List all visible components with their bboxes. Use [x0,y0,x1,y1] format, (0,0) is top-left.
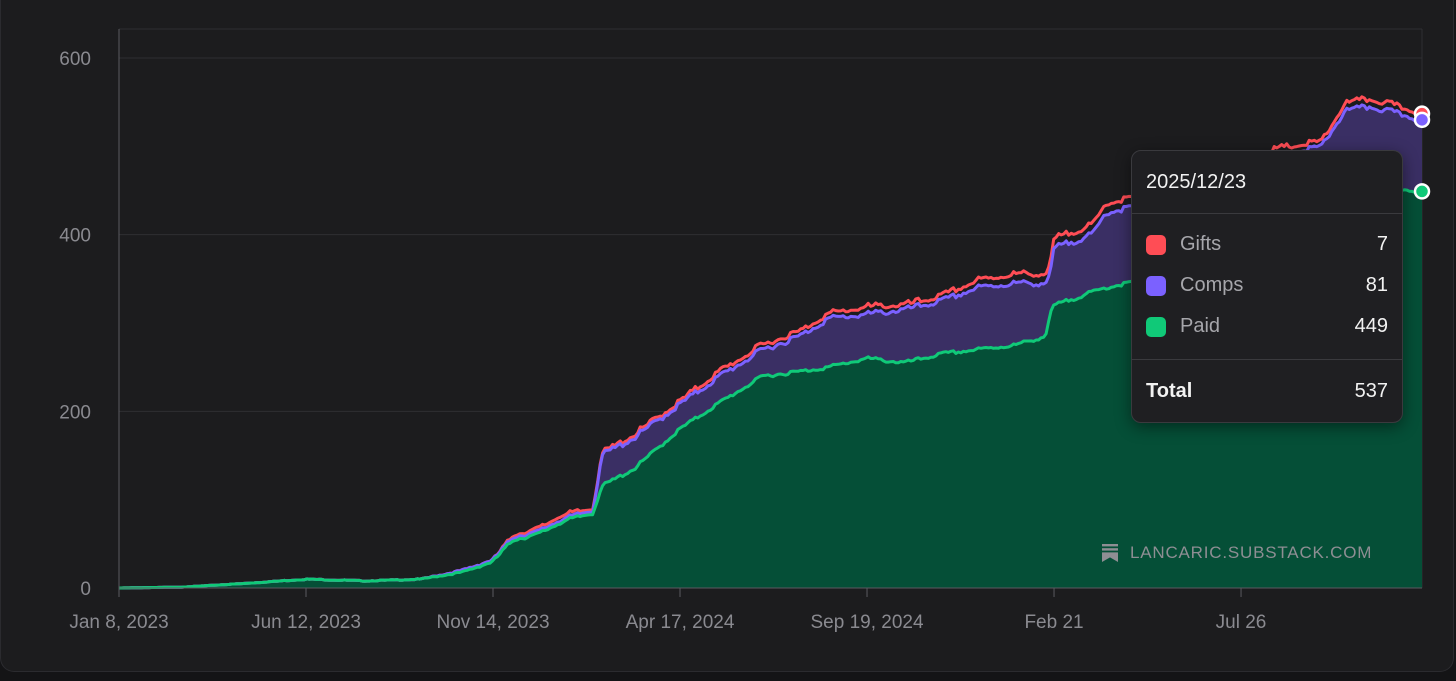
tooltip-divider [1132,213,1402,214]
gifts-value: 7 [1376,233,1388,255]
paid-marker [1413,183,1431,200]
y-tick-200: 200 [59,402,91,423]
gifts-label: Gifts [1180,233,1222,255]
tooltip-row-comps: Comps 81 [1146,265,1388,306]
paid-swatch [1146,316,1166,337]
watermark: LANCARIC.SUBSTACK.COM [1102,543,1372,563]
x-tick-2: Nov 14, 2023 [436,612,549,633]
x-tick-0: Jan 8, 2023 [69,612,168,633]
y-tick-600: 600 [59,49,91,70]
y-tick-400: 400 [59,226,91,247]
hover-markers [1413,105,1431,200]
comps-marker [1413,111,1431,129]
paid-value: 449 [1354,315,1388,337]
total-label: Total [1146,379,1193,402]
comps-value: 81 [1365,274,1388,296]
x-tick-3: Apr 17, 2024 [626,612,735,633]
paid-label: Paid [1180,315,1221,337]
comps-swatch [1146,275,1166,296]
x-tick-1: Jun 12, 2023 [251,612,361,633]
tooltip-row-paid: Paid 449 [1146,306,1388,347]
tooltip-rows: Gifts 7 Comps 81 Paid 449 [1132,214,1402,359]
tooltip-total-row: Total 537 [1132,360,1402,422]
watermark-text: LANCARIC.SUBSTACK.COM [1130,543,1373,562]
paid-area [119,186,1422,588]
comps-label: Comps [1180,274,1244,296]
x-tick-4: Sep 19, 2024 [810,612,923,633]
tooltip-date: 2025/12/23 [1146,171,1247,193]
x-tick-5: Feb 21 [1024,612,1083,633]
axes [118,29,1422,597]
total-value: 537 [1354,379,1388,402]
x-tick-6: Jul 26 [1216,612,1267,633]
chart-tooltip: 2025/12/23 Gifts 7 Comps 81 Paid 449 Tot… [1131,150,1403,423]
tick-labels: 0 200 400 600 Jan 8, 2023 Jun 12, 2023 Nov 14,… [59,49,1266,633]
tooltip-divider-total [1132,359,1402,360]
gifts-swatch [1146,234,1166,255]
area-series [119,104,1422,589]
y-tick-0: 0 [80,579,91,600]
tooltip-row-gifts: Gifts 7 [1146,224,1388,265]
substack-icon [1102,544,1118,562]
